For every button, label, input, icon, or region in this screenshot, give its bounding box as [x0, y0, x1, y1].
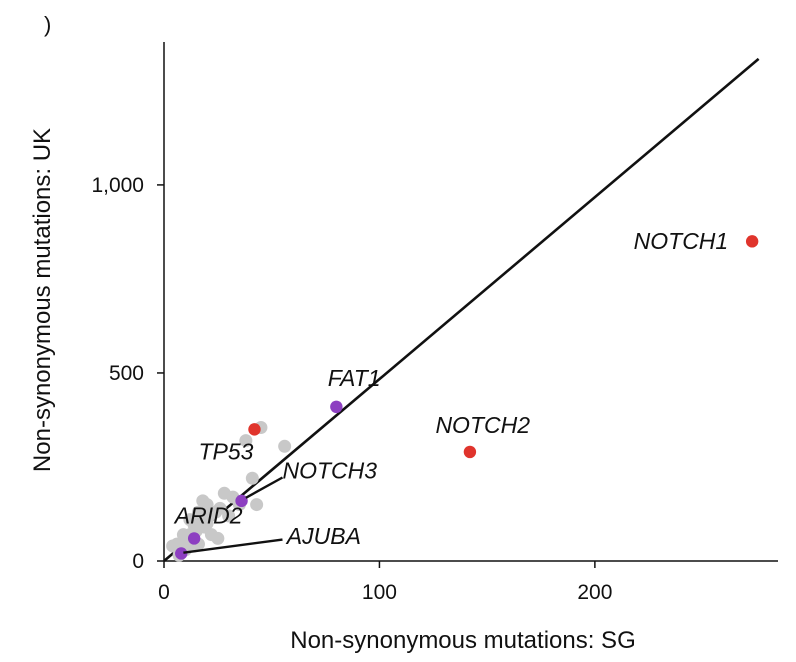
data-point-notch2 [463, 445, 477, 459]
data-point [200, 498, 214, 512]
data-point [191, 505, 205, 519]
gene-label-notch2: NOTCH2 [435, 412, 530, 438]
gene-label-ajuba: AJUBA [285, 523, 361, 549]
points-group [166, 235, 759, 562]
y-axis-title: Non-synonymous mutations: UK [29, 128, 56, 472]
x-tick-label: 100 [362, 581, 397, 604]
fit-line [163, 57, 760, 562]
data-point-ajuba [175, 547, 188, 560]
panel-label: ) [44, 12, 52, 37]
x-axis-title: Non-synonymous mutations: SG [290, 627, 635, 654]
data-point [213, 501, 227, 515]
leader-line-notch3 [245, 476, 284, 499]
data-point-notch1 [745, 235, 759, 248]
gene-label-arid2: ARID2 [173, 502, 243, 528]
data-point [222, 509, 236, 523]
data-point-fat1 [330, 400, 343, 414]
data-point [200, 516, 214, 530]
leader-line-ajuba [183, 538, 283, 554]
data-point [278, 439, 292, 453]
y-tick-label: 1,000 [91, 174, 144, 197]
axes: 0 100 200 0 500 1,000 [91, 42, 778, 604]
gene-labels-group: NOTCH1 NOTCH2 FAT1 TP53 NOTCH3 ARID2 AJUBA [173, 228, 729, 554]
data-point [250, 498, 264, 512]
data-point [176, 528, 190, 542]
data-point [239, 434, 253, 448]
gene-label-tp53: TP53 [198, 438, 253, 464]
gene-label-fat1: FAT1 [328, 365, 381, 391]
gene-label-notch1: NOTCH1 [634, 228, 729, 254]
data-point-arid2 [187, 532, 201, 545]
data-point-tp53 [248, 423, 261, 436]
data-point [183, 513, 197, 527]
x-tick-label: 200 [577, 581, 612, 604]
y-tick-label: 500 [109, 362, 144, 385]
y-tick-label: 0 [132, 550, 144, 573]
gene-label-notch3: NOTCH3 [282, 457, 377, 483]
fit-line-group [163, 57, 760, 562]
data-point-notch3 [235, 494, 248, 508]
data-point [245, 471, 259, 485]
data-point [211, 531, 225, 545]
x-tick-label: 0 [158, 581, 170, 604]
